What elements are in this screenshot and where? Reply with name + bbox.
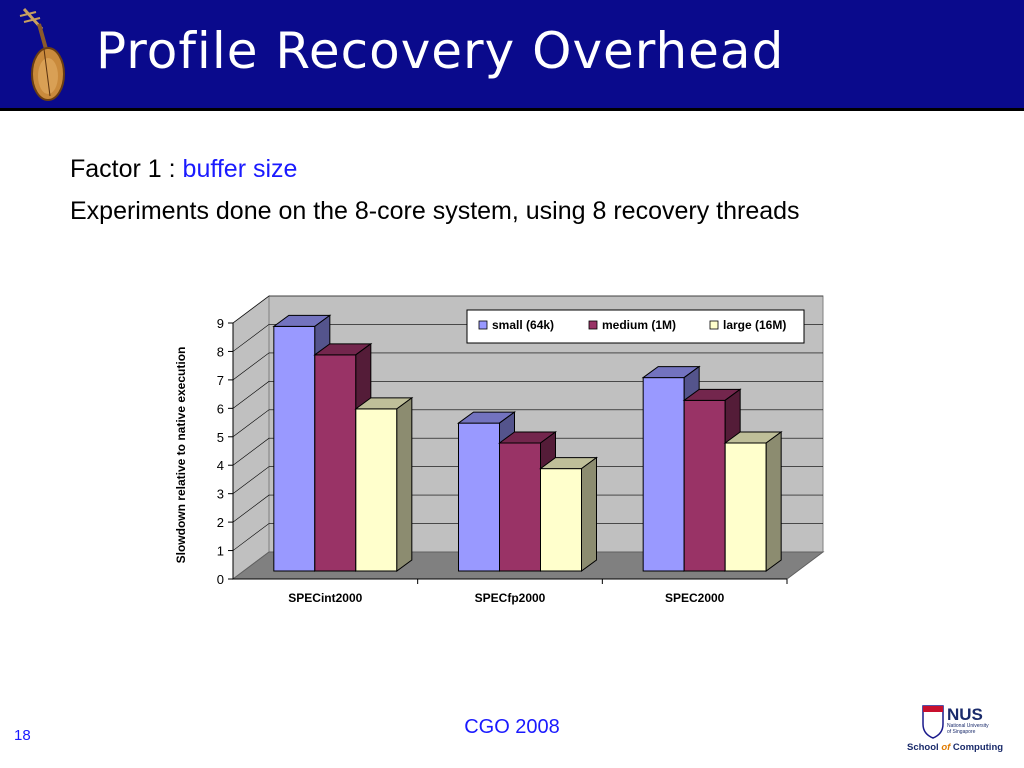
nus-logo: NUS National University of Singapore Sch… (907, 705, 1003, 753)
y-tick-label: 9 (217, 316, 224, 331)
bar (538, 456, 599, 572)
y-tick-label: 1 (217, 544, 224, 559)
chart-gridlines (232, 295, 823, 551)
bar-front (683, 399, 726, 572)
experiments-line: Experiments done on the 8-core system, u… (70, 197, 800, 225)
legend-swatch (478, 320, 488, 330)
slide-title: Profile Recovery Overhead (96, 22, 785, 80)
y-tick-label: 3 (217, 487, 224, 502)
chart-bars (272, 314, 783, 572)
legend-box (466, 309, 805, 344)
y-tick-label: 5 (217, 430, 224, 445)
bar-front (499, 442, 541, 572)
y-tick-label: 6 (217, 401, 224, 416)
bar-front (642, 377, 685, 572)
gridline (232, 437, 823, 466)
gridline (232, 494, 823, 523)
gridline (232, 295, 823, 324)
bar-front (273, 325, 316, 572)
y-tick-label: 7 (217, 373, 224, 388)
x-tick-label: SPEC2000 (665, 591, 725, 605)
y-tick-label: 2 (217, 515, 224, 530)
bar (354, 396, 414, 572)
chart-legend: small (64k) medium (1M) large (16M) (466, 309, 805, 344)
y-tick-label: 8 (217, 344, 224, 359)
gridline (232, 352, 823, 381)
bar-front (540, 468, 582, 572)
legend-label: small (64k) (492, 318, 554, 332)
logo-school: School of Computing (907, 742, 1003, 753)
bar-side (581, 456, 597, 572)
gridline (232, 466, 823, 494)
chart-axes: 0 1 2 3 4 5 6 7 8 9 SPECint2000 SPECfp2000 SPEC2000 (217, 316, 788, 605)
bar-front (355, 408, 398, 572)
crest-icon (922, 705, 944, 739)
legend-swatch (588, 320, 598, 330)
page-number: 18 (14, 727, 31, 744)
legend-label: medium (1M) (602, 318, 676, 332)
bar-front (314, 354, 357, 572)
logo-line1: National University (947, 723, 989, 729)
footer-text: CGO 2008 (464, 716, 560, 738)
y-axis-label: Slowdown relative to native execution (174, 347, 188, 564)
bar-side (765, 431, 782, 572)
factor-value: buffer size (182, 155, 298, 183)
gridline (232, 523, 823, 551)
factor-line: Factor 1 : buffer size (70, 155, 297, 184)
x-tick-label: SPECint2000 (288, 591, 362, 605)
chart-side-wall (232, 295, 270, 580)
logo-line2: of Singapore (947, 729, 976, 735)
factor-label: Factor 1 : (70, 155, 183, 183)
gridline (232, 381, 823, 409)
title-bar: Profile Recovery Overhead (0, 0, 1024, 111)
legend-label: large (16M) (723, 318, 786, 332)
legend-swatch (709, 320, 719, 330)
x-tick-label: SPECfp2000 (475, 591, 546, 605)
y-tick-label: 4 (217, 458, 224, 473)
pipa-lute-icon (19, 7, 65, 101)
logo-name: NUS (947, 705, 983, 724)
y-tick-label: 0 (217, 572, 224, 587)
bar-side (396, 396, 413, 572)
bar-front (724, 442, 767, 572)
bar-front (458, 422, 500, 572)
gridline (232, 409, 823, 438)
bar (723, 431, 783, 572)
